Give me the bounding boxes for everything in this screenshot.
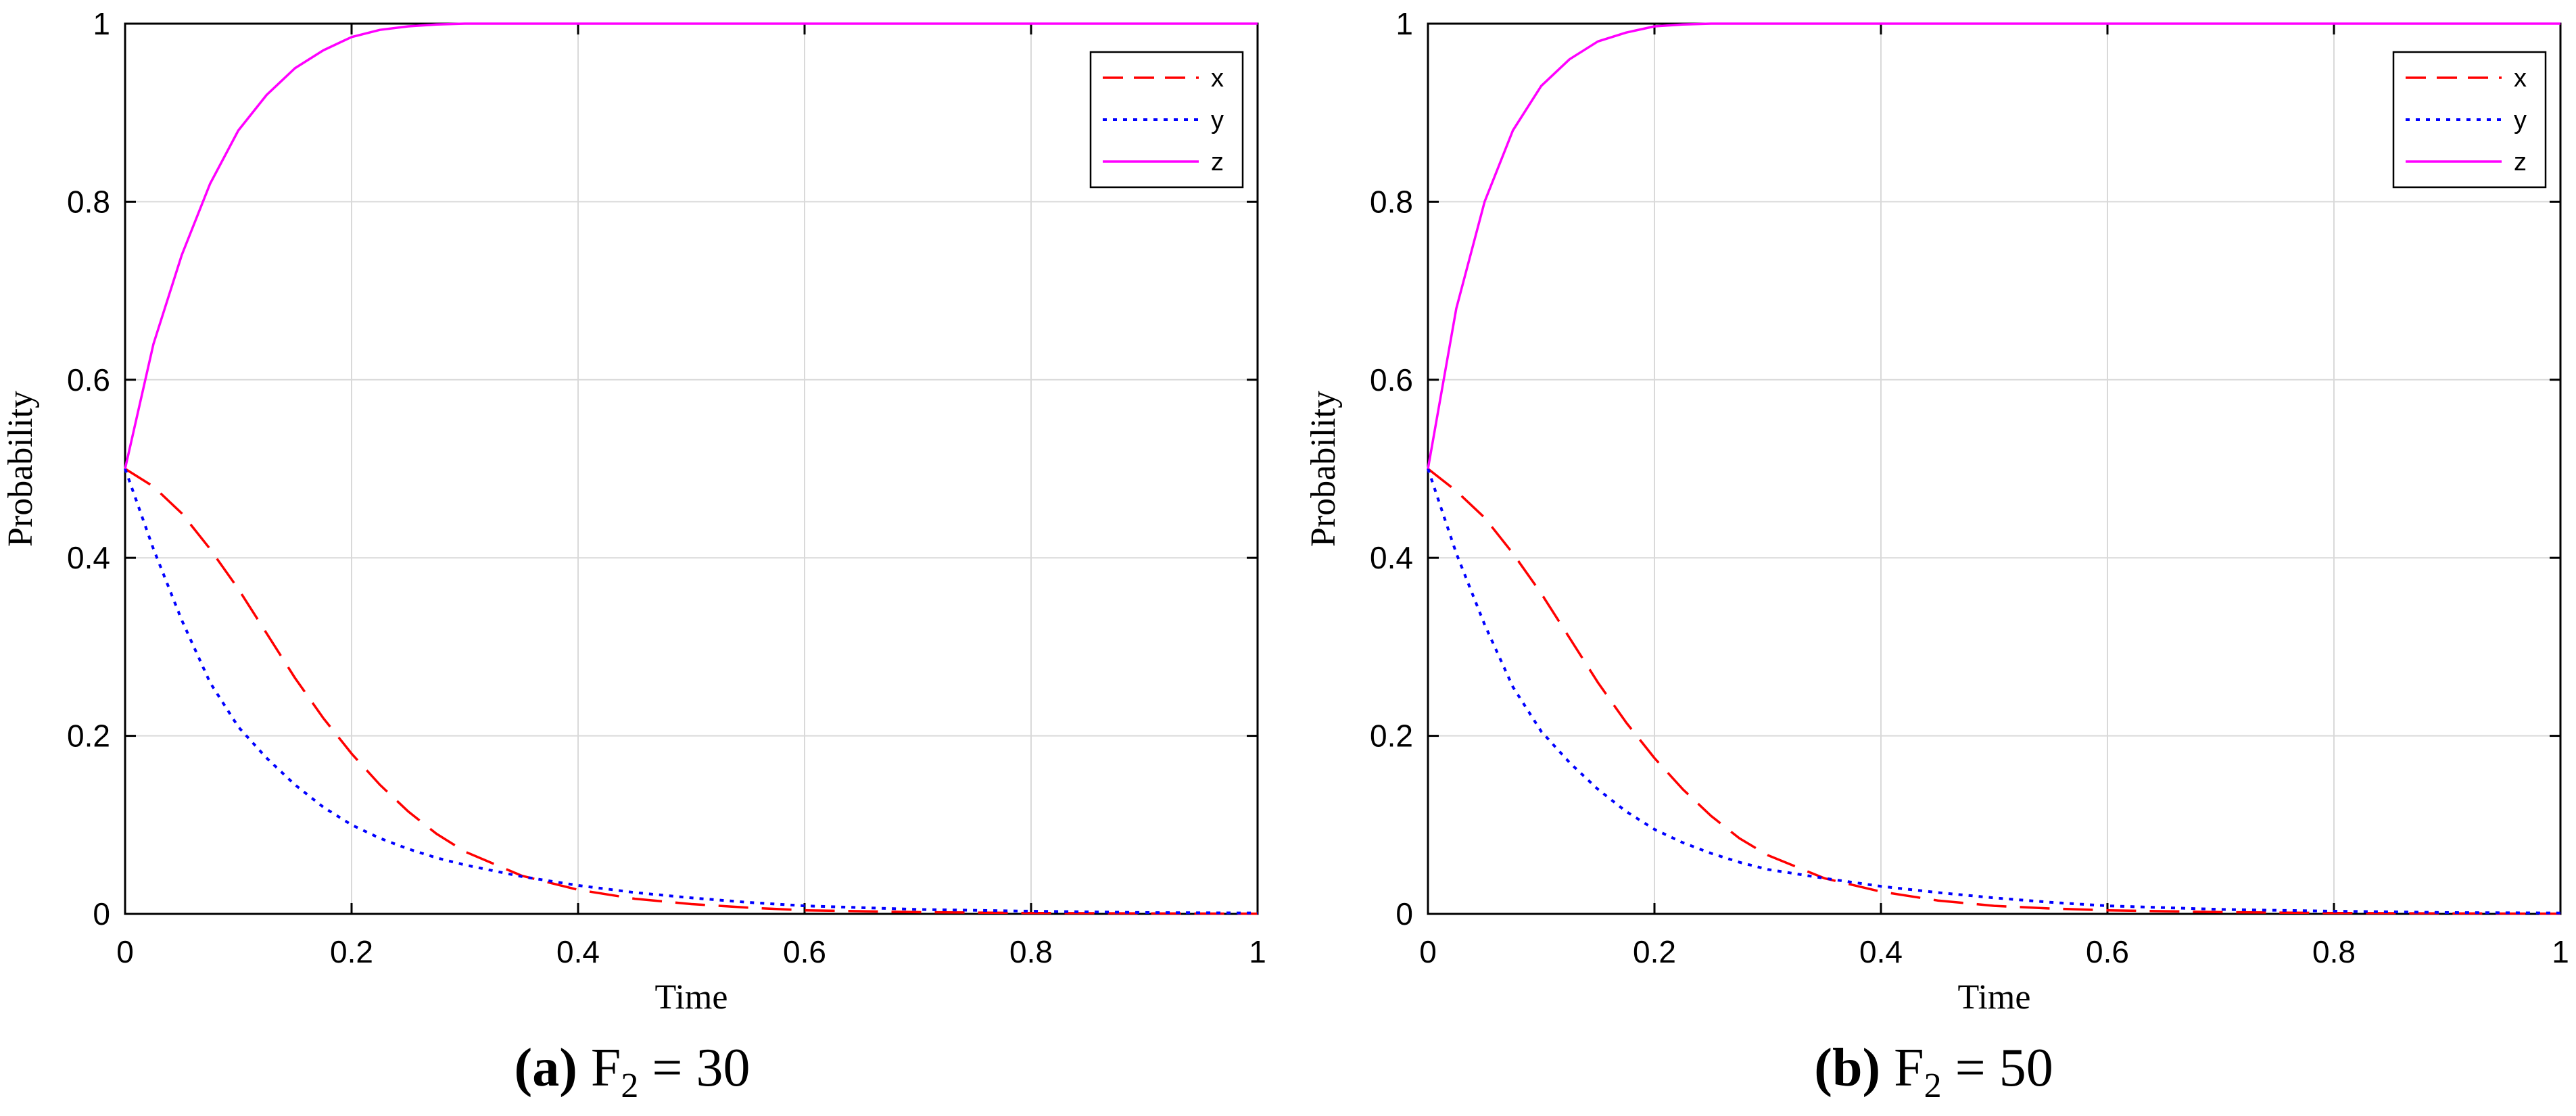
legend: xyz [2392,51,2547,189]
y-tick-label: 0.6 [1370,362,1413,397]
x-tick-label: 1 [2552,934,2569,969]
x-tick-label: 0.4 [556,934,600,969]
y-axis-label: Probability [1,391,40,547]
x-tick-label: 0.4 [1859,934,1903,969]
series-line-y [1427,468,2561,915]
legend-label-x: x [1211,64,1224,93]
y-tick-label: 0.6 [67,362,110,397]
x-tick-label: 0.6 [783,934,826,969]
y-tick-label: 0.8 [1370,184,1413,219]
x-tick-label: 0 [1419,934,1437,969]
x-axis-label: Time [1958,978,2031,1017]
x-tick-label: 1 [1249,934,1266,969]
legend-label-z: z [1211,148,1224,176]
chart-b: 0 0.2 0.4 0.6 0.8 1 0 0.2 0.4 0.6 0.8 1 Time Probabil… [1304,6,2569,1017]
legend-label-z: z [2514,148,2527,176]
legend-label-x: x [2514,64,2527,93]
series-line-y [124,468,1258,915]
y-tick-label: 0.8 [67,184,110,219]
axes-box [124,22,1259,915]
series-line-x [124,468,1258,915]
series-line-z [124,22,1258,469]
y-tick-label: 1 [1396,6,1413,41]
y-axis-label: Probability [1304,391,1343,547]
chart-a: 0 0.2 0.4 0.6 0.8 1 0 0.2 0.4 0.6 0.8 1 Time Probabil… [1,6,1266,1017]
legend-label-y: y [1211,106,1224,135]
x-tick-label: 0.2 [330,934,373,969]
x-tick-label: 0.6 [2086,934,2129,969]
x-tick-label: 0 [116,934,134,969]
y-tick-label: 0.4 [1370,540,1413,575]
y-tick-label: 0 [1396,896,1413,931]
legend-label-y: y [2514,106,2527,135]
axes-box [1427,22,2562,915]
caption-a: (a) F2 = 30 [514,1038,750,1105]
x-tick-label: 0.8 [2312,934,2356,969]
caption-b: (b) F2 = 50 [1814,1038,2053,1105]
series-line-x [1427,468,2561,915]
x-axis-label: Time [655,978,728,1017]
y-tick-label: 1 [93,6,110,41]
x-tick-label: 0.8 [1009,934,1053,969]
y-tick-label: 0.2 [67,719,110,754]
series-line-z [1427,22,2560,469]
y-tick-label: 0.4 [67,540,110,575]
legend: xyz [1089,51,1244,189]
y-tick-label: 0.2 [1370,719,1413,754]
x-tick-label: 0.2 [1633,934,1676,969]
y-tick-label: 0 [93,896,110,931]
